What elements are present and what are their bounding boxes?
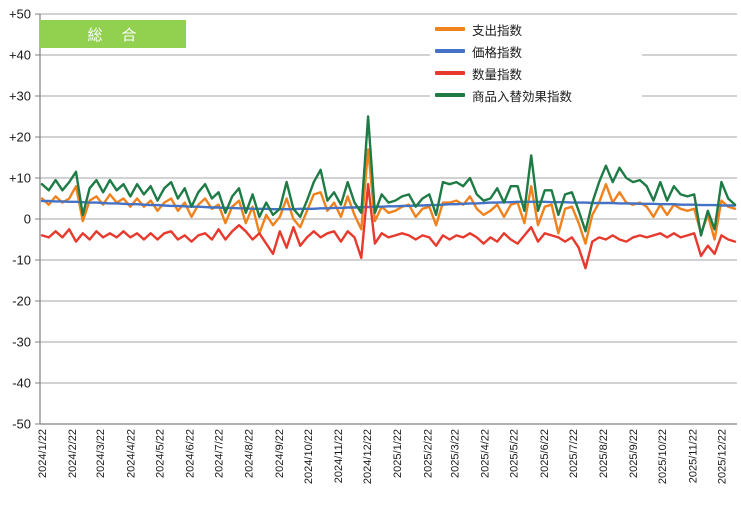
y-axis-label: +20 [9, 130, 31, 145]
x-axis-label: 2025/7/22 [568, 429, 580, 478]
y-axis-label: +50 [9, 7, 31, 22]
legend-item-price-index: 価格指数 [435, 41, 642, 61]
category-title: 総 合 [87, 26, 139, 44]
x-axis-label: 2024/6/22 [185, 429, 197, 478]
y-axis-label: +10 [9, 171, 31, 186]
legend-item-quantity-index: 数量指数 [435, 63, 642, 83]
y-axis-label: +30 [9, 89, 31, 104]
series-line-3 [40, 115, 737, 237]
y-axis-label: +40 [9, 48, 31, 63]
x-axis-label: 2024/7/22 [214, 429, 226, 478]
legend-label: 価格指数 [472, 45, 523, 60]
x-axis-label: 2025/11/22 [687, 429, 699, 483]
x-axis-label: 2025/4/22 [480, 429, 492, 478]
legend-label: 数量指数 [472, 67, 523, 82]
x-axis-label: 2025/2/22 [422, 429, 434, 478]
category-title-box: 総 合 [40, 20, 186, 48]
x-axis-label: 2024/12/22 [362, 429, 374, 484]
y-axis-label: -30 [12, 335, 31, 350]
y-axis-label: -20 [12, 294, 31, 309]
x-axis-label: 2024/10/22 [303, 429, 315, 484]
x-axis-label: 2025/12/22 [716, 429, 728, 484]
legend-item-expenditure-index: 支出指数 [435, 19, 642, 39]
y-axis-label: -40 [12, 376, 31, 391]
y-axis-label: -10 [12, 253, 31, 268]
legend: 支出指数 価格指数 数量指数 商品入替効果指数 [430, 17, 642, 107]
x-axis-label: 2025/8/22 [598, 429, 610, 478]
x-axis-label: 2024/4/22 [125, 429, 137, 478]
x-axis-label: 2025/9/22 [628, 429, 640, 478]
legend-line-swatch [435, 93, 465, 97]
x-axis-label: 2024/1/22 [37, 429, 49, 478]
legend-line-swatch [435, 27, 465, 31]
legend-label: 支出指数 [472, 23, 523, 38]
legend-line-swatch [435, 49, 465, 53]
legend-item-product-substitution-effect-index: 商品入替効果指数 [435, 85, 642, 105]
legend-label: 商品入替効果指数 [472, 89, 573, 104]
x-axis-label: 2024/2/22 [67, 429, 79, 478]
y-axis-label: -50 [12, 417, 31, 432]
x-axis-label: 2025/5/22 [509, 429, 521, 478]
series-line-2 [40, 182, 737, 270]
x-axis-label: 2024/5/22 [154, 429, 166, 478]
x-axis-label: 2025/1/22 [392, 429, 404, 478]
legend-line-swatch [435, 71, 465, 75]
x-axis-label: 2024/9/22 [274, 429, 286, 478]
x-axis-label: 2025/3/22 [450, 429, 462, 478]
x-axis-label: 2024/8/22 [244, 429, 256, 478]
x-axis-label: 2024/3/22 [95, 429, 107, 478]
y-axis-label: 0 [24, 212, 31, 227]
series-line-1 [40, 199, 737, 211]
x-axis-label: 2025/10/22 [657, 429, 669, 484]
x-axis-label: 2025/6/22 [539, 429, 551, 478]
x-axis-label: 2024/11/22 [333, 429, 345, 483]
series-line-0 [40, 148, 737, 245]
